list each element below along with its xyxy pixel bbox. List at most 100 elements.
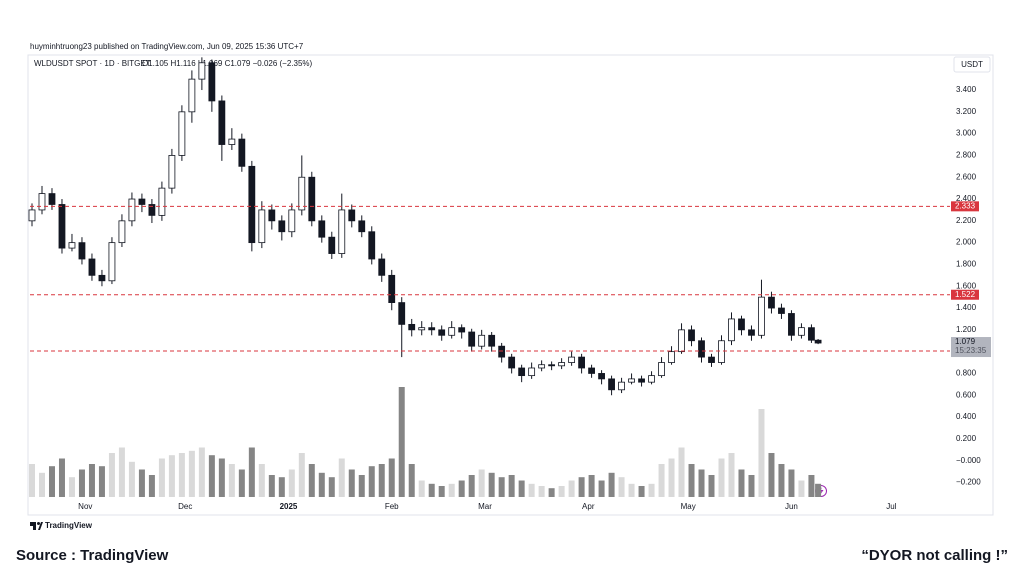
volume-bar <box>98 466 105 497</box>
volume-bar <box>148 475 155 497</box>
volume-bar <box>48 466 55 497</box>
volume-bar <box>78 469 85 497</box>
candle-body <box>48 193 56 205</box>
candle-body <box>678 329 685 353</box>
volume-bar <box>208 455 215 497</box>
candle-body <box>68 242 76 249</box>
y-tick-label: 0.800 <box>956 369 977 378</box>
volume-bar <box>468 475 475 497</box>
candle-body <box>418 327 426 331</box>
y-tick-label: 0.600 <box>956 390 977 399</box>
candle-body <box>668 351 675 363</box>
volume-bar <box>548 488 555 497</box>
candle-body <box>318 220 326 238</box>
x-tick-label: Feb <box>385 502 399 511</box>
candle-body <box>718 340 725 363</box>
candle-body <box>498 345 506 358</box>
symbol-title: WLDUSDT SPOT · 1D · BITGET <box>34 59 151 68</box>
currency-box[interactable] <box>953 56 991 73</box>
x-tick-label: Jul <box>886 502 896 511</box>
volume-bar <box>168 455 175 497</box>
y-tick-label: 0.400 <box>956 412 977 421</box>
candle-body <box>58 204 66 249</box>
candle-body <box>178 111 186 156</box>
candle-body <box>248 165 256 244</box>
volume-bar <box>638 486 645 497</box>
tv-logo <box>30 522 43 530</box>
candle-body <box>428 327 436 331</box>
candle-body <box>388 274 396 303</box>
candle-body <box>708 356 715 363</box>
volume-bar <box>248 447 255 497</box>
y-tick-label: 1.600 <box>956 281 977 290</box>
y-tick-label: 1.200 <box>956 325 977 334</box>
volume-bar <box>778 464 785 497</box>
candle-body <box>188 78 196 113</box>
candle-body <box>348 209 356 222</box>
volume-bar <box>758 409 765 497</box>
volume-bar <box>368 466 375 497</box>
ohlc-legend: O1.105 H1.116 L1.069 C1.079 −0.026 (−2.3… <box>142 59 313 68</box>
volume-bar <box>198 447 205 497</box>
candle-body <box>278 220 286 233</box>
volume-bar <box>578 477 585 497</box>
volume-bar <box>338 458 345 497</box>
candle-body <box>358 220 366 233</box>
y-tick-label: 2.200 <box>956 216 977 225</box>
volume-bar <box>568 480 575 497</box>
volume-bar <box>398 387 405 497</box>
volume-bar <box>308 464 315 497</box>
candle-body <box>138 198 146 205</box>
candle-body <box>218 100 226 145</box>
y-tick-label: 3.200 <box>956 107 977 116</box>
volume-bar <box>68 477 75 497</box>
volume-bar <box>488 472 495 497</box>
x-tick-label: Jun <box>785 502 798 511</box>
candle-body <box>368 231 376 260</box>
candle-body <box>228 138 236 145</box>
candle-body <box>408 323 416 331</box>
volume-bar <box>815 483 822 497</box>
published-line: huyminhtruong23 published on TradingView… <box>30 42 304 51</box>
volume-bar <box>648 483 655 497</box>
volume-bar <box>188 450 195 497</box>
volume-bar <box>388 458 395 497</box>
candle-body <box>598 373 605 380</box>
candle-body <box>788 313 795 336</box>
x-tick-label: Dec <box>178 502 192 511</box>
volume-bar <box>478 469 485 497</box>
candle-body <box>168 155 176 189</box>
y-tick-label: −0.200 <box>956 478 981 487</box>
volume-bar <box>458 480 465 497</box>
candle-body <box>328 236 336 254</box>
candle-body <box>38 193 46 211</box>
candle-body <box>558 362 566 367</box>
level-label: 1.522 <box>955 290 976 299</box>
candle-body <box>778 307 785 314</box>
candle-body <box>808 327 815 341</box>
volume-bar <box>588 475 595 497</box>
volume-bar <box>718 458 725 497</box>
disclaimer: “DYOR not calling !” <box>861 547 1008 564</box>
y-tick-label: 2.600 <box>956 172 977 181</box>
brand: TradingView <box>45 521 93 530</box>
level-label: 2.333 <box>955 201 976 210</box>
candle-body <box>308 176 316 222</box>
volume-bar <box>618 477 625 497</box>
volume-bar <box>808 475 815 497</box>
volume-bar <box>328 477 335 497</box>
x-tick-label: May <box>681 502 696 511</box>
y-tick-label: 1.400 <box>956 303 977 312</box>
volume-bar <box>608 472 615 497</box>
candle-body <box>618 381 625 391</box>
volume-bar <box>748 475 755 497</box>
volume-bar <box>508 475 515 497</box>
candle-body <box>448 327 456 336</box>
volume-bar <box>378 464 385 497</box>
volume-bar <box>518 480 525 497</box>
y-tick-label: 3.000 <box>956 129 977 138</box>
volume-bar <box>238 469 245 497</box>
candle-body <box>198 62 206 80</box>
y-tick-label: 1.800 <box>956 260 977 269</box>
